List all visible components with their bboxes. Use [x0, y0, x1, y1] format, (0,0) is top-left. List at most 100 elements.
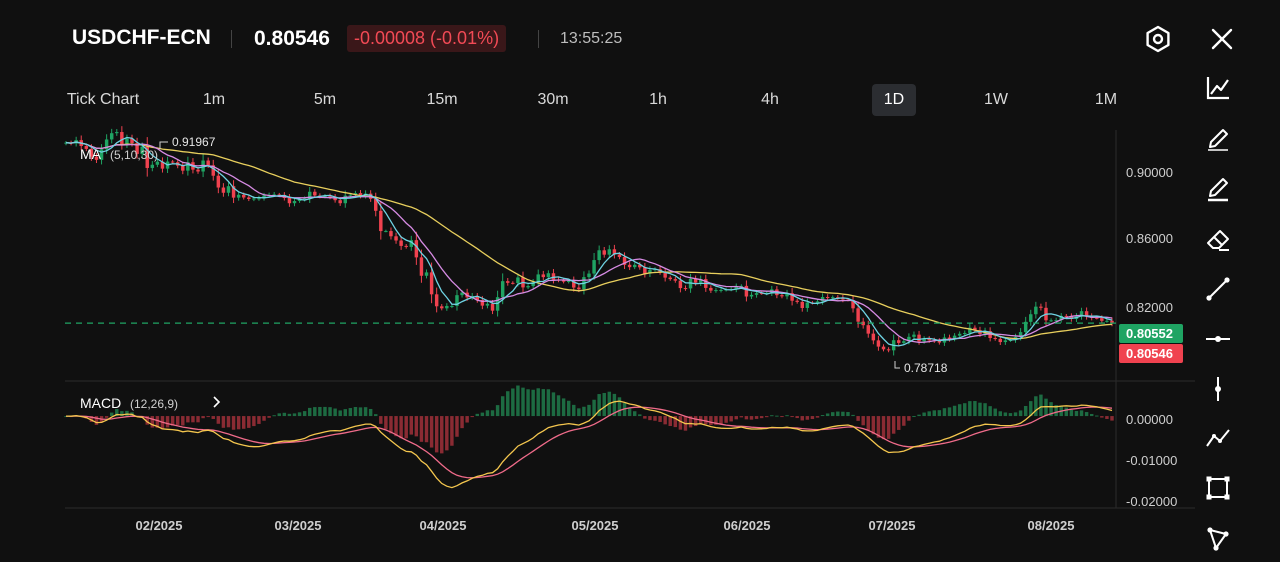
- candle-body: [1029, 314, 1033, 322]
- macd-histogram-bar: [907, 416, 911, 421]
- candle-body: [480, 300, 485, 306]
- eraser-icon[interactable]: [1202, 223, 1234, 255]
- chevron-right-icon[interactable]: [213, 396, 221, 408]
- macd-histogram-bar: [1029, 401, 1033, 417]
- candle-body: [440, 306, 444, 309]
- macd-histogram-bar: [851, 414, 855, 417]
- timeframe-15m[interactable]: 15m: [426, 91, 458, 108]
- candle-body: [709, 287, 713, 291]
- candle-body: [754, 293, 759, 295]
- macd-lines: [65, 400, 1113, 489]
- macd-histogram-bar: [749, 416, 754, 420]
- price-axis-tick: 0.90000: [1126, 165, 1173, 180]
- macd-histogram-bar: [521, 387, 525, 417]
- candle-body: [541, 274, 546, 278]
- macd-histogram-bar: [668, 416, 672, 427]
- macd-histogram-bar: [846, 412, 850, 417]
- macd-histogram-bar: [419, 416, 424, 442]
- candle-body: [622, 257, 627, 265]
- macd-histogram-bar: [511, 388, 515, 417]
- macd-histogram-bar: [1100, 416, 1104, 418]
- macd-histogram-bar: [531, 389, 535, 417]
- macd-histogram-bar: [693, 416, 698, 427]
- timeframe-1w[interactable]: 1W: [984, 91, 1008, 108]
- drawing-toolbar: [1198, 70, 1238, 560]
- candle-body: [815, 301, 820, 304]
- timeframe-30m[interactable]: 30m: [537, 91, 569, 108]
- candle-body: [1054, 320, 1058, 322]
- candle-body: [785, 293, 789, 297]
- macd-histogram-bar: [272, 415, 276, 417]
- macd-histogram-bar: [917, 414, 921, 417]
- candle-body: [313, 191, 317, 196]
- candle-body: [551, 273, 556, 280]
- candle-body: [963, 332, 967, 334]
- close-icon[interactable]: [1207, 24, 1237, 54]
- ma10-line: [65, 141, 1113, 344]
- ma-indicator-label[interactable]: MA: [80, 146, 102, 162]
- pencil-icon[interactable]: [1202, 123, 1234, 155]
- rectangle-icon[interactable]: [1202, 472, 1234, 504]
- candle-body: [308, 191, 312, 199]
- horizontal-line-icon[interactable]: [1202, 323, 1234, 355]
- candle-body: [343, 195, 347, 204]
- candle-body: [236, 194, 241, 198]
- hexagon-settings-icon[interactable]: [1143, 24, 1173, 54]
- macd-histogram-bar: [470, 416, 474, 418]
- macd-histogram-bar: [724, 416, 728, 423]
- ma30-line: [65, 141, 1113, 340]
- macd-histogram-bar: [643, 416, 647, 419]
- macd-histogram-bar: [1003, 412, 1008, 417]
- macd-indicator-label[interactable]: MACD: [80, 395, 121, 411]
- timeframe-tick-chart[interactable]: Tick Chart: [66, 91, 140, 108]
- macd-histogram-bar: [318, 406, 322, 417]
- candle-body: [1095, 317, 1099, 319]
- candle-body: [231, 186, 236, 198]
- macd-histogram-bar: [302, 411, 307, 417]
- macd-histogram-bar: [465, 416, 469, 423]
- timeframe-4h[interactable]: 4h: [761, 91, 779, 108]
- macd-histogram-bar: [1089, 413, 1094, 417]
- ma-indicator-params: (5,10,30): [110, 148, 158, 162]
- candle-body: [445, 305, 449, 309]
- timeframe-5m[interactable]: 5m: [313, 91, 337, 108]
- macd-histogram-bar: [978, 402, 982, 417]
- timeframe-1m[interactable]: 1m: [202, 91, 226, 108]
- timeframe-1h[interactable]: 1h: [649, 91, 667, 108]
- candle-body: [536, 274, 540, 283]
- macd-histogram-bar: [333, 408, 337, 417]
- candle-body: [500, 281, 505, 298]
- pencil-underline-icon[interactable]: [1202, 173, 1234, 205]
- macd-histogram-bar: [663, 416, 667, 425]
- bid-price-tag: [1119, 324, 1183, 343]
- vertical-line-icon[interactable]: [1202, 373, 1234, 405]
- chart-grid: [65, 130, 1195, 509]
- candle-body: [135, 142, 139, 154]
- macd-histogram-bar: [480, 412, 485, 417]
- candle-body: [587, 273, 591, 278]
- timeframe-1mo[interactable]: 1M: [1094, 91, 1118, 108]
- macd-histogram-bar: [587, 404, 591, 417]
- macd-histogram-bar: [460, 416, 464, 429]
- macd-histogram-bar: [744, 416, 749, 420]
- candle-body: [160, 161, 165, 169]
- macd-histogram-bar: [795, 416, 799, 419]
- line-chart-icon[interactable]: [1202, 72, 1234, 104]
- candle-body: [917, 334, 921, 342]
- polyline-icon[interactable]: [1202, 422, 1234, 454]
- symbol-name[interactable]: USDCHF-ECN: [72, 26, 211, 49]
- time-axis-label: 07/2025: [869, 518, 916, 533]
- price-chart[interactable]: MA (5,10,30) MACD (12,26,9) 0.91967 0.78…: [0, 125, 1195, 562]
- macd-histogram-bar: [1074, 411, 1079, 417]
- shapes-icon[interactable]: [1202, 522, 1234, 554]
- candle-body: [638, 264, 642, 268]
- macd-histogram-bar: [186, 416, 190, 423]
- candle-body: [897, 340, 901, 343]
- timeframe-1d[interactable]: 1D: [872, 84, 916, 116]
- macd-histogram-bar: [175, 416, 180, 425]
- macd-histogram-bar: [104, 416, 109, 418]
- candle-body: [150, 164, 155, 168]
- macd-histogram-bar: [526, 389, 530, 417]
- macd-histogram-bar: [729, 416, 733, 422]
- trend-line-icon[interactable]: [1202, 273, 1234, 305]
